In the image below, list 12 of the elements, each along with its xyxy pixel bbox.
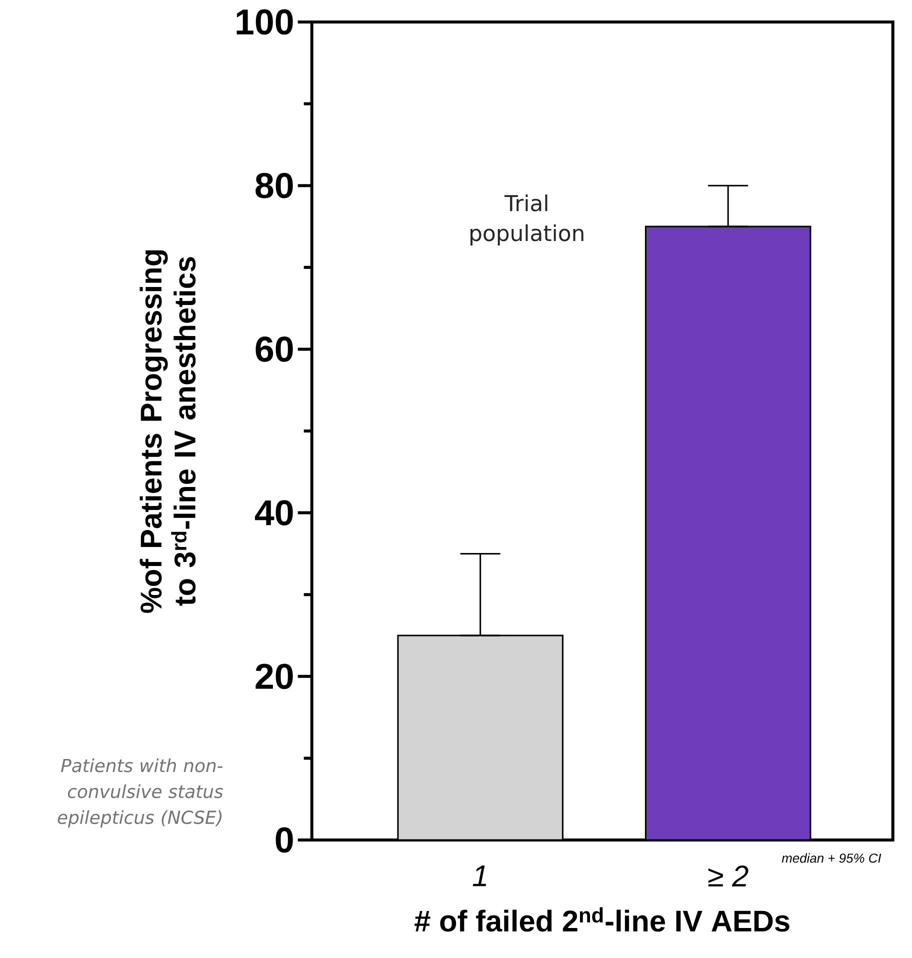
x-axis-title: # of failed 2$^{nd}$-line IV AEDs [414,907,790,932]
text: median + 95% CI [782,853,882,863]
y-tick-label: 80 [256,172,293,198]
y-tick-label: 100 [236,9,293,35]
y-tick-label: 60 [256,336,293,362]
x-tick-label: 1 [472,866,486,886]
annotation: Trial population [470,194,584,246]
y-tick-label: 20 [256,664,293,690]
y-tick-label: 40 [255,500,293,526]
x-tick-label: ≥ 2 [708,866,748,886]
y-tick-label: 0 [276,827,293,853]
text: Patients with non-convulsive status epilepticus (NCSE) [58,758,224,828]
